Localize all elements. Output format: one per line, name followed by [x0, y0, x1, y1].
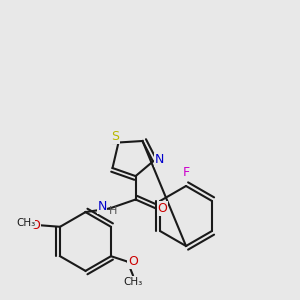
Text: S: S	[111, 130, 119, 143]
Text: N: N	[155, 153, 164, 167]
Text: H: H	[109, 206, 117, 216]
Text: N: N	[97, 200, 107, 214]
Text: F: F	[182, 166, 190, 179]
Text: CH₃: CH₃	[123, 277, 142, 287]
Text: O: O	[128, 255, 138, 268]
Text: O: O	[158, 202, 167, 215]
Text: CH₃: CH₃	[16, 218, 35, 228]
Text: O: O	[30, 219, 40, 232]
